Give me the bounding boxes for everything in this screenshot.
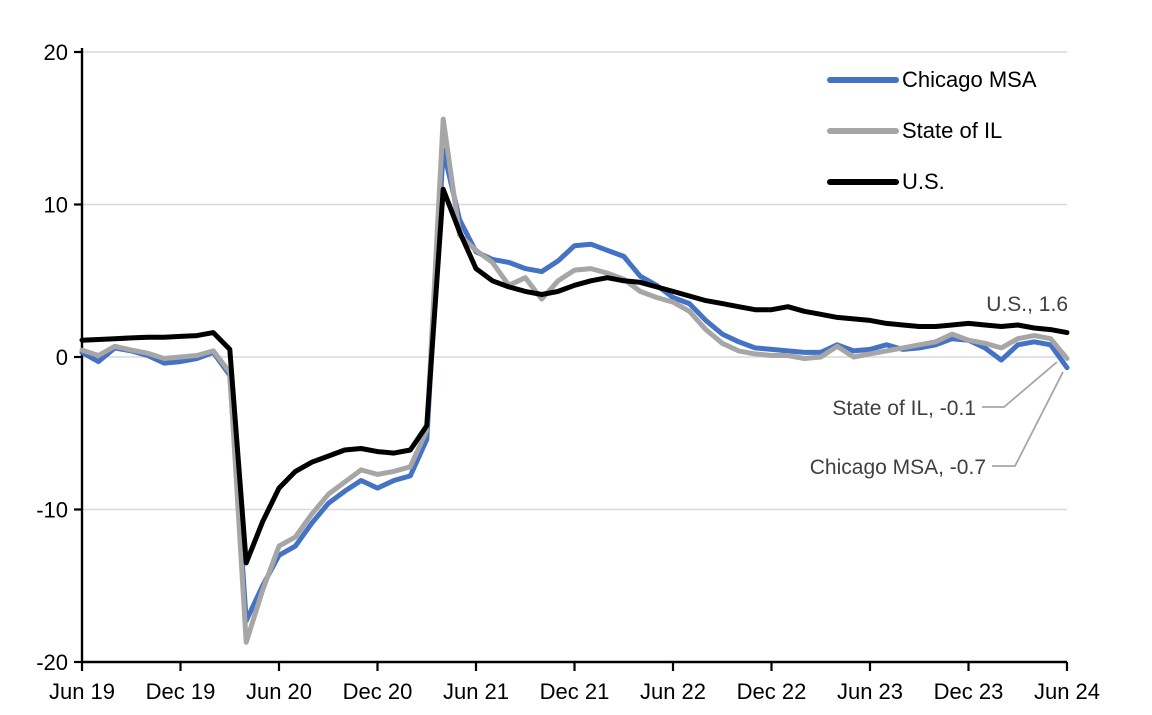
x-tick-label: Dec 23: [934, 679, 1004, 704]
leader-line-chicago-msa: [992, 371, 1064, 467]
x-tick-label: Dec 21: [540, 679, 610, 704]
y-tick-label: -20: [36, 650, 68, 675]
y-tick-label: 10: [44, 193, 68, 218]
x-tick-label: Dec 20: [343, 679, 413, 704]
x-tick-label: Jun 23: [837, 679, 903, 704]
x-tick-label: Jun 22: [640, 679, 706, 704]
y-tick-label: -10: [36, 498, 68, 523]
legend-label-chicago-msa: Chicago MSA: [902, 66, 1037, 92]
x-tick-label: Jun 21: [443, 679, 509, 704]
annotation-us: U.S., 1.6: [986, 293, 1068, 316]
x-tick-label: Dec 19: [146, 679, 216, 704]
annotation-chicago-msa: Chicago MSA, -0.7: [809, 456, 986, 479]
x-tick-label: Jun 20: [246, 679, 312, 704]
x-tick-label: Jun 19: [49, 679, 115, 704]
legend-label-us: U.S.: [902, 168, 945, 194]
x-tick-label: Jun 24: [1034, 679, 1100, 704]
y-tick-label: 20: [44, 40, 68, 65]
state-of-il-line-swatch: [827, 127, 899, 134]
y-tick-label: 0: [56, 345, 68, 370]
u-s--line: [79, 186, 1070, 566]
legend: Chicago MSA State of IL U.S.: [827, 54, 1037, 207]
annotation-state-of-il: State of IL, -0.1: [832, 397, 976, 420]
legend-item-chicago-msa: Chicago MSA: [827, 54, 1037, 105]
state-of-il-line: [79, 116, 1070, 645]
legend-item-state-of-il: State of IL: [827, 105, 1037, 156]
x-tick-label: Dec 22: [737, 679, 807, 704]
chicago-msa-line-swatch: [827, 76, 899, 83]
us-line-swatch: [827, 178, 899, 185]
legend-label-state-of-il: State of IL: [902, 117, 1003, 143]
leader-line-state-of-il: [982, 361, 1058, 408]
legend-item-us: U.S.: [827, 156, 1037, 207]
